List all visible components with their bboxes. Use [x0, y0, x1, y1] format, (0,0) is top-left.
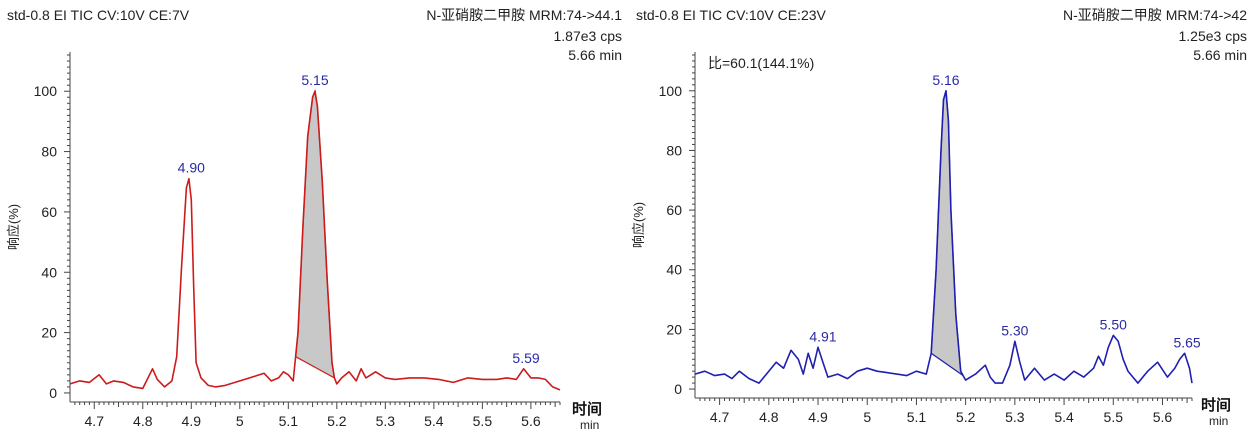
integrated-peak-area [294, 88, 336, 380]
y-tick-label: 80 [666, 142, 682, 158]
y-tick-label: 60 [41, 204, 57, 220]
y-tick-label: 20 [666, 321, 682, 337]
ratio-label: 比=60.1(144.1%) [708, 55, 814, 71]
x-tick-label: 5.6 [521, 413, 541, 429]
channel-label: N-亚硝胺二甲胺 MRM:74->44.1 [426, 7, 622, 23]
x-axis-unit: min [1209, 414, 1228, 428]
x-tick-label: 4.9 [808, 409, 828, 425]
x-axis-label: 时间 [572, 400, 602, 418]
x-tick-label: 4.7 [710, 409, 730, 425]
channel-label: N-亚硝胺二甲胺 MRM:74->42 [1063, 7, 1247, 23]
chart-title: std-0.8 EI TIC CV:10V CE:7V [7, 7, 190, 23]
x-tick-label: 4.7 [85, 413, 105, 429]
chart-panel-1: std-0.8 EI TIC CV:10V CE:7V N-亚硝胺二甲胺 MRM:… [6, 7, 622, 432]
x-tick-label: 5.1 [279, 413, 299, 429]
x-tick-label: 5.5 [1104, 409, 1124, 425]
peak-label: 5.65 [1173, 334, 1200, 350]
y-tick-label: 100 [34, 83, 58, 99]
peak-label: 5.59 [512, 350, 539, 366]
chart-title: std-0.8 EI TIC CV:10V CE:23V [636, 7, 827, 23]
peak-label: 5.15 [301, 72, 328, 88]
x-axis-unit: min [580, 418, 599, 432]
chromatogram-series-line [69, 90, 561, 391]
x-tick-label: 5.3 [1005, 409, 1025, 425]
x-axis-label: 时间 [1201, 396, 1231, 414]
x-tick-label: 4.9 [182, 413, 202, 429]
x-tick-label: 5.6 [1153, 409, 1173, 425]
y-tick-label: 100 [659, 83, 683, 99]
peak-label: 5.30 [1001, 322, 1028, 338]
x-tick-label: 4.8 [133, 413, 153, 429]
intensity-label: 1.25e3 cps [1179, 28, 1248, 44]
y-tick-label: 60 [666, 202, 682, 218]
x-tick-label: 5 [863, 409, 871, 425]
y-axis-label: 响应(%) [6, 204, 21, 250]
x-tick-label: 5.4 [1054, 409, 1074, 425]
chromatogram-series-line [694, 90, 1193, 384]
x-tick-label: 4.8 [759, 409, 779, 425]
y-tick-label: 80 [41, 144, 57, 160]
time-label: 5.66 min [568, 47, 622, 63]
x-tick-label: 5.5 [473, 413, 493, 429]
y-tick-label: 20 [41, 325, 57, 341]
x-tick-label: 5.2 [327, 413, 347, 429]
x-tick-label: 5.2 [956, 409, 976, 425]
y-tick-label: 40 [41, 264, 57, 280]
peak-label: 4.90 [178, 160, 205, 176]
y-tick-label: 0 [49, 385, 57, 401]
integrated-peak-area [930, 90, 964, 377]
time-label: 5.66 min [1193, 47, 1247, 63]
intensity-label: 1.87e3 cps [554, 28, 623, 44]
x-tick-label: 5 [236, 413, 244, 429]
x-tick-label: 5.4 [424, 413, 444, 429]
peak-label: 4.91 [809, 328, 836, 344]
y-tick-label: 40 [666, 262, 682, 278]
y-axis-label: 响应(%) [631, 202, 646, 248]
peak-label: 5.16 [932, 72, 959, 88]
y-tick-label: 0 [674, 381, 682, 397]
chart-panel-2: std-0.8 EI TIC CV:10V CE:23V N-亚硝胺二甲胺 MRM… [631, 7, 1247, 428]
peak-label: 5.50 [1100, 316, 1127, 332]
x-tick-label: 5.1 [907, 409, 927, 425]
x-tick-label: 5.3 [376, 413, 396, 429]
